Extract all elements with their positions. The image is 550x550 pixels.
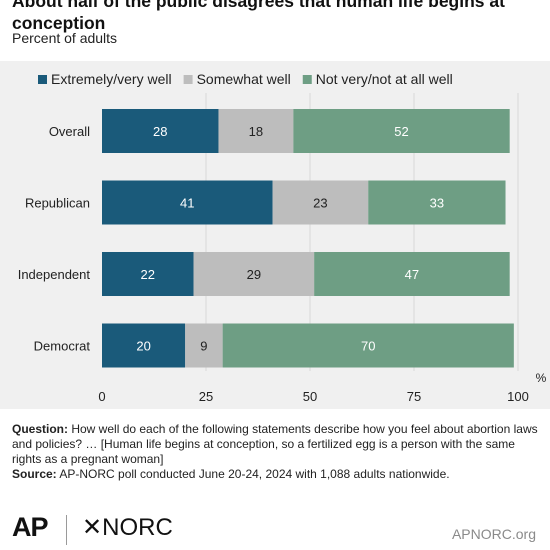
question-label: Question: — [12, 422, 68, 436]
x-tick-label: 0 — [98, 389, 105, 404]
category-label: Independent — [18, 267, 91, 282]
x-tick-label: 25 — [199, 389, 213, 404]
stacked-bar-chart: Extremely/very well Somewhat well Not very… — [18, 71, 547, 404]
category-label: Republican — [25, 196, 90, 211]
bar-segment — [222, 323, 514, 368]
bar-segment — [368, 180, 506, 225]
data-label: 28 — [153, 124, 167, 139]
norc-star-icon: ✕ — [82, 514, 103, 541]
data-label: 29 — [247, 267, 261, 282]
plot-panel: Extremely/very well Somewhat well Not very… — [0, 61, 550, 409]
data-label: 22 — [141, 267, 155, 282]
bar-segment — [185, 323, 223, 368]
legend-label: Extremely/very well — [51, 71, 172, 87]
data-label: 47 — [405, 267, 419, 282]
bar-segment — [218, 109, 294, 153]
ap-logo: AP — [12, 512, 49, 542]
data-label: 18 — [249, 124, 263, 139]
source-label: Source: — [12, 467, 57, 481]
bar-segment — [193, 252, 315, 296]
source-note: Source: AP-NORC poll conducted June 20-2… — [12, 467, 540, 482]
bar-segment — [314, 252, 510, 296]
norc-logo-text: NORC — [102, 514, 173, 541]
x-unit-label: % — [536, 371, 547, 385]
legend-swatch — [302, 75, 312, 84]
norc-logo: ✕NORC — [82, 513, 173, 542]
source-text: AP-NORC poll conducted June 20-24, 2024 … — [59, 467, 450, 481]
logo-divider — [66, 515, 67, 545]
category-label: Overall — [49, 124, 90, 139]
data-label: 9 — [200, 339, 207, 354]
question-text: How well do each of the following statem… — [12, 422, 538, 466]
chart-title: About half of the public disagrees that … — [12, 0, 505, 33]
data-label: 23 — [313, 196, 327, 211]
bar-segment — [272, 180, 369, 225]
legend-label: Not very/not at all well — [316, 71, 453, 87]
data-label: 70 — [361, 339, 375, 354]
data-label: 20 — [136, 339, 150, 354]
bar-segment — [102, 323, 186, 368]
bar-segment — [102, 109, 219, 153]
bar-segment — [293, 109, 510, 153]
x-tick-label: 50 — [303, 389, 317, 404]
chart-notes: Question: How well do each of the follow… — [12, 422, 540, 482]
question-note: Question: How well do each of the follow… — [12, 422, 540, 467]
data-label: 41 — [180, 196, 194, 211]
bar-segment — [102, 252, 194, 296]
legend-swatch — [183, 75, 193, 84]
chart-subtitle: Percent of adults — [12, 30, 118, 46]
bar-segment — [102, 180, 273, 225]
legend-label: Somewhat well — [197, 71, 291, 87]
x-tick-label: 75 — [407, 389, 421, 404]
site-url: APNORC.org — [451, 526, 536, 542]
x-tick-label: 100 — [507, 389, 529, 404]
data-label: 52 — [394, 124, 408, 139]
data-label: 33 — [430, 196, 444, 211]
category-label: Democrat — [34, 339, 91, 354]
legend-swatch — [38, 75, 47, 84]
